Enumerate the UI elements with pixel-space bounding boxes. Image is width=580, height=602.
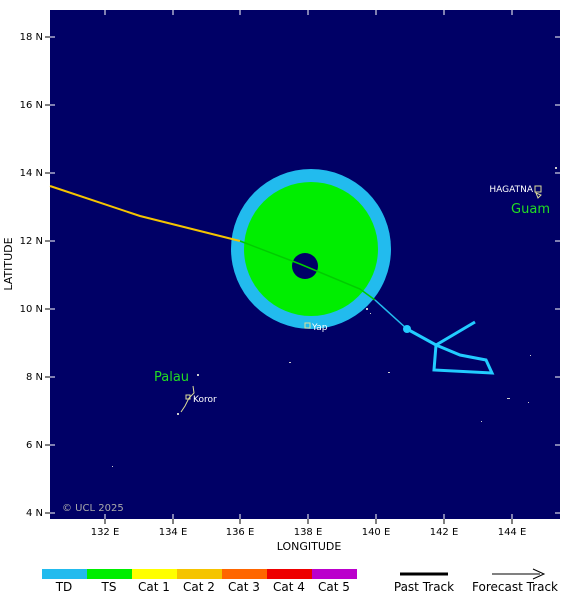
copyright: © UCL 2025 [62, 503, 124, 514]
x-tick-132: 132 E [91, 527, 120, 538]
past-track-ts [239, 240, 376, 301]
x-axis-label: LONGITUDE [277, 540, 342, 553]
current-position-marker [403, 325, 411, 333]
y-tick-18: 18 N [20, 32, 43, 43]
y-tick-16: 16 N [20, 100, 43, 111]
legend-swatch-cat3 [222, 569, 267, 579]
track-legend: Past Track Forecast Track [394, 568, 558, 594]
map-edge-ticks [50, 10, 560, 519]
forecast-track-label: Forecast Track [472, 580, 558, 594]
x-tick-136: 136 E [226, 527, 255, 538]
legend-swatch-cat1 [132, 569, 177, 579]
ts-wind-field [244, 182, 378, 316]
arrow-right-icon [532, 568, 546, 580]
legend-label-cat2: Cat 2 [183, 580, 215, 594]
small-islets [112, 167, 557, 467]
x-tick-134: 134 E [159, 527, 188, 538]
legend-swatch-cat2 [177, 569, 222, 579]
legend-swatch-td [42, 569, 87, 579]
islands [180, 185, 542, 413]
y-tick-8: 8 N [26, 372, 43, 383]
x-tick-138: 138 E [294, 527, 323, 538]
y-tick-6: 6 N [26, 440, 43, 451]
x-tick-140: 140 E [362, 527, 391, 538]
legend-label-ts: TS [101, 580, 117, 594]
label-guam: Guam [511, 202, 550, 217]
label-koror: Koror [193, 395, 217, 405]
label-palau: Palau [154, 370, 189, 385]
y-tick-14: 14 N [20, 168, 43, 179]
legend-label-td: TD [55, 580, 73, 594]
forecast-track-loop [432, 343, 495, 375]
category-legend: TD TS Cat 1 Cat 2 Cat 3 Cat 4 Cat 5 [42, 569, 357, 594]
legend-label-cat5: Cat 5 [318, 580, 350, 594]
axis-ticks [45, 36, 513, 524]
past-track-label: Past Track [394, 580, 454, 594]
legend-label-cat1: Cat 1 [138, 580, 170, 594]
y-tick-4: 4 N [26, 508, 43, 519]
past-track-td [374, 299, 408, 330]
y-tick-10: 10 N [20, 304, 43, 315]
legend-label-cat4: Cat 4 [273, 580, 305, 594]
x-tick-144: 144 E [498, 527, 527, 538]
label-hagatna: HAGATNA [489, 185, 533, 195]
label-yap: Yap [311, 323, 328, 333]
legend-swatch-cat5 [312, 569, 357, 579]
y-axis-label: LATITUDE [2, 237, 15, 290]
legend-swatch-ts [87, 569, 132, 579]
legend-label-cat3: Cat 3 [228, 580, 260, 594]
legend-swatch-cat4 [267, 569, 312, 579]
x-tick-142: 142 E [430, 527, 459, 538]
y-tick-12: 12 N [20, 236, 43, 247]
past-track-cat [49, 185, 241, 242]
